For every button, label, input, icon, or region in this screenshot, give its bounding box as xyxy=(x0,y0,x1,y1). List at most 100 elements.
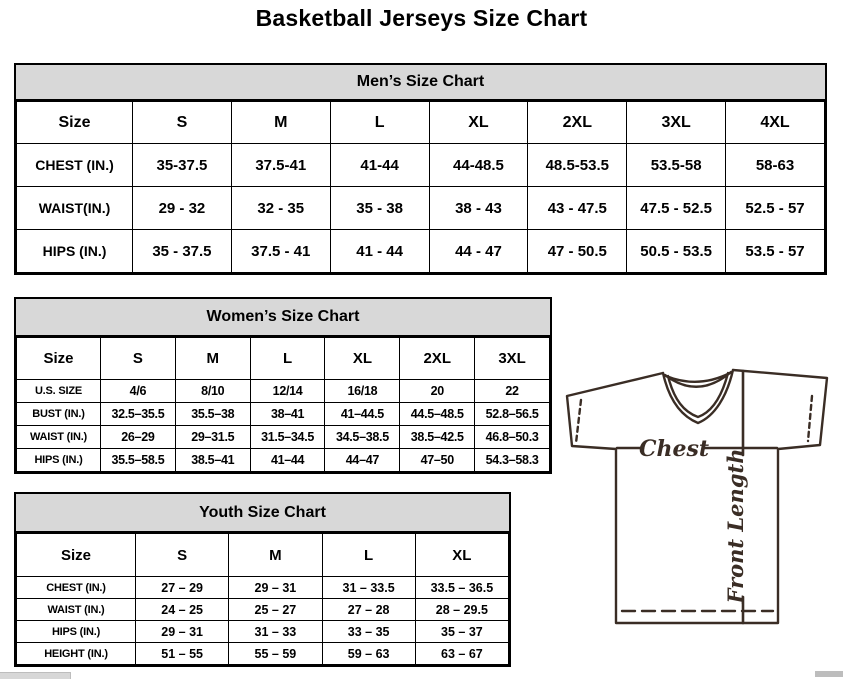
size-cell: 34.5–38.5 xyxy=(324,425,401,449)
size-cell: 53.5 - 57 xyxy=(725,229,825,273)
womens-size-table: Size S M L XL 2XL 3XL U.S. SIZE 4/6 8/10 12/14 16/1… xyxy=(16,337,550,472)
size-cell: 32 - 35 xyxy=(230,186,331,230)
size-cell: 41–44.5 xyxy=(324,402,401,426)
size-cell: 52.8–56.5 xyxy=(474,402,550,426)
row-label: HIPS (IN.) xyxy=(16,448,101,472)
column-header: XL xyxy=(428,101,529,144)
size-cell: 41–44 xyxy=(249,448,326,472)
size-cell: 43 - 47.5 xyxy=(527,186,628,230)
size-cell: 35 - 37.5 xyxy=(132,229,232,273)
table-row: HIPS (IN.) 29 – 31 31 – 33 33 – 35 35 – 37 xyxy=(16,620,510,643)
left-cuff-dashed-line xyxy=(574,398,583,445)
size-cell: 44-48.5 xyxy=(428,143,529,187)
table-row: WAIST(IN.) 29 - 32 32 - 35 35 - 38 38 - 43 43… xyxy=(16,186,825,230)
womens-size-chart: Women’s Size Chart Size S M L XL 2XL 3XL U.S. S… xyxy=(14,297,552,474)
row-label: HIPS (IN.) xyxy=(16,620,136,643)
row-label: CHEST (IN.) xyxy=(16,143,133,187)
chest-measure-label: Chest xyxy=(639,436,709,462)
size-cell: 16/18 xyxy=(324,379,401,403)
column-header: 4XL xyxy=(725,101,825,144)
row-label: CHEST (IN.) xyxy=(16,576,136,599)
size-cell: 55 – 59 xyxy=(228,642,323,665)
header-row: Size S M L XL 2XL 3XL 4XL xyxy=(16,101,825,144)
row-label: WAIST(IN.) xyxy=(16,186,133,230)
table-row: U.S. SIZE 4/6 8/10 12/14 16/18 20 22 xyxy=(16,379,550,403)
size-cell: 26–29 xyxy=(100,425,176,449)
size-cell: 50.5 - 53.5 xyxy=(626,229,727,273)
size-cell: 46.8–50.3 xyxy=(474,425,550,449)
column-header: S xyxy=(132,101,232,144)
jersey-outline xyxy=(565,368,829,625)
table-row: HIPS (IN.) 35 - 37.5 37.5 - 41 41 - 44 44 - … xyxy=(16,229,825,273)
collar-back-arc-inner xyxy=(664,371,732,384)
size-cell: 48.5-53.5 xyxy=(527,143,628,187)
size-cell: 41 - 44 xyxy=(329,229,430,273)
size-cell: 28 – 29.5 xyxy=(414,598,510,621)
column-header: M xyxy=(228,533,323,577)
size-cell: 32.5–35.5 xyxy=(100,402,176,426)
row-label: U.S. SIZE xyxy=(16,379,101,403)
row-label: HIPS (IN.) xyxy=(16,229,133,273)
size-cell: 38.5–42.5 xyxy=(399,425,476,449)
collar-outer-v xyxy=(661,368,735,425)
youth-size-chart: Youth Size Chart Size S M L XL CHEST (IN.) 27 … xyxy=(14,492,511,667)
column-header: Size xyxy=(16,533,136,577)
size-cell: 52.5 - 57 xyxy=(725,186,825,230)
size-cell: 31 – 33.5 xyxy=(321,576,416,599)
size-cell: 37.5-41 xyxy=(230,143,331,187)
table-row: HIPS (IN.) 35.5–58.5 38.5–41 41–44 44–47 47–5… xyxy=(16,448,550,472)
size-cell: 8/10 xyxy=(174,379,251,403)
size-cell: 47 - 50.5 xyxy=(527,229,628,273)
size-cell: 47.5 - 52.5 xyxy=(626,186,727,230)
jersey-measurement-diagram: Chest Front Length xyxy=(555,360,843,638)
column-header: M xyxy=(174,337,251,380)
row-label: WAIST (IN.) xyxy=(16,425,101,449)
table-row: CHEST (IN.) 35-37.5 37.5-41 41-44 44-48.5 48.… xyxy=(16,143,825,187)
scrollbar-fragment-right[interactable] xyxy=(815,671,843,677)
column-header: 2XL xyxy=(399,337,476,380)
size-cell: 38.5–41 xyxy=(174,448,251,472)
size-cell: 44–47 xyxy=(324,448,401,472)
jersey-icon: Chest Front Length xyxy=(565,368,829,625)
size-cell: 29 – 31 xyxy=(134,620,230,643)
size-cell: 22 xyxy=(474,379,550,403)
youth-size-table: Size S M L XL CHEST (IN.) 27 – 29 29 – 31 31 – 3… xyxy=(16,533,510,665)
size-cell: 33 – 35 xyxy=(321,620,416,643)
mens-size-table: Size S M L XL 2XL 3XL 4XL CHEST (IN.) 35-37.5 37.5… xyxy=(16,101,825,273)
column-header: 3XL xyxy=(474,337,550,380)
column-header: S xyxy=(100,337,176,380)
header-row: Size S M L XL 2XL 3XL xyxy=(16,337,550,380)
size-cell: 44 - 47 xyxy=(428,229,529,273)
column-header: S xyxy=(134,533,230,577)
mens-chart-title: Men’s Size Chart xyxy=(16,65,825,101)
size-cell: 53.5-58 xyxy=(626,143,727,187)
size-cell: 24 – 25 xyxy=(134,598,230,621)
row-label: HEIGHT (IN.) xyxy=(16,642,136,665)
size-cell: 33.5 – 36.5 xyxy=(414,576,510,599)
column-header: Size xyxy=(16,337,101,380)
row-label: WAIST (IN.) xyxy=(16,598,136,621)
table-row: HEIGHT (IN.) 51 – 55 55 – 59 59 – 63 63 – 67 xyxy=(16,642,510,665)
size-cell: 35-37.5 xyxy=(132,143,232,187)
size-cell: 29 – 31 xyxy=(228,576,323,599)
header-row: Size S M L XL xyxy=(16,533,510,577)
right-cuff-dashed-line xyxy=(806,394,814,443)
column-header: XL xyxy=(324,337,401,380)
scrollbar-fragment-left[interactable] xyxy=(0,672,71,679)
size-cell: 27 – 28 xyxy=(321,598,416,621)
table-row: WAIST (IN.) 24 – 25 25 – 27 27 – 28 28 – 29.… xyxy=(16,598,510,621)
column-header: L xyxy=(321,533,416,577)
column-header: L xyxy=(249,337,326,380)
row-label: BUST (IN.) xyxy=(16,402,101,426)
column-header: L xyxy=(329,101,430,144)
column-header: 3XL xyxy=(626,101,727,144)
size-cell: 12/14 xyxy=(249,379,326,403)
column-header: M xyxy=(230,101,331,144)
front-length-measure-label: Front Length xyxy=(723,449,748,605)
collar-inner-v xyxy=(666,371,730,419)
size-cell: 27 – 29 xyxy=(134,576,230,599)
column-header: Size xyxy=(16,101,133,144)
size-cell: 58-63 xyxy=(725,143,825,187)
size-cell: 44.5–48.5 xyxy=(399,402,476,426)
